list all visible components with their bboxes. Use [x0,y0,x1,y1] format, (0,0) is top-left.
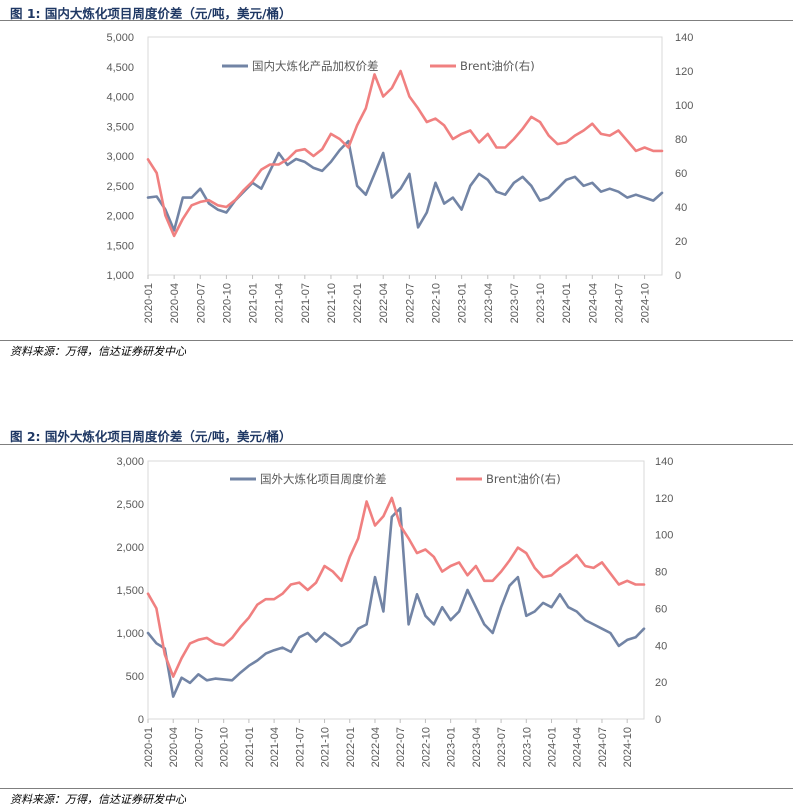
x-tick-label: 2020-10 [219,727,231,767]
x-tick-label: 2023-10 [521,727,533,767]
left-tick-label: 2,000 [106,211,134,223]
left-tick-label: 2,000 [116,542,144,554]
legend-label: Brent油价(右) [486,472,561,486]
right-tick-label: 40 [655,640,667,652]
plot-area [147,36,663,276]
left-tick-label: 0 [138,714,144,726]
chart-2-svg: 0 500 1,000 1,500 2,000 2,500 3,000 0 20 40 60 80 10… [116,456,673,767]
left-tick-label: 1,500 [116,585,144,597]
right-tick-label: 120 [675,66,693,78]
left-tick-label: 4,000 [106,92,134,104]
right-tick-label: 100 [655,530,673,542]
x-tick-label: 2024-07 [597,727,609,767]
series-line-brent [146,496,646,678]
series-line-spread [146,139,664,232]
x-tick-label: 2023-07 [509,283,521,323]
source-rule-2 [0,788,793,789]
x-tick-label: 2023-07 [496,727,508,767]
chart-1-svg: 1,000 1,500 2,000 2,500 3,000 3,500 4,000 4,500… [106,32,693,323]
right-tick-label: 140 [655,456,673,468]
right-tick-label: 40 [675,202,687,214]
x-tick-label: 2021-10 [326,283,338,323]
x-tick-label: 2024-04 [587,283,599,323]
left-tick-label: 3,000 [116,456,144,468]
right-tick-label: 20 [675,236,687,248]
x-tick-label: 2022-07 [404,283,416,323]
chart-2: 0 500 1,000 1,500 2,000 2,500 3,000 0 20 40 60 80 10… [0,446,793,786]
x-tick-label: 2024-04 [572,727,584,767]
legend-label: Brent油价(右) [460,59,535,73]
figure-title-2: 图 2: 国外大炼化项目周度价差（元/吨，美元/桶） [10,429,292,444]
x-tick-label: 2024-01 [561,283,573,323]
x-tick-label: 2022-01 [352,283,364,323]
legend-label: 国内大炼化产品加权价差 [252,59,379,73]
x-tick-label: 2020-10 [221,283,233,323]
right-tick-label: 0 [675,270,681,282]
x-tick-label: 2022-10 [430,283,442,323]
left-tick-label: 4,500 [106,62,134,74]
right-tick-label: 100 [675,100,693,112]
right-tick-label: 20 [655,677,667,689]
x-tick-label: 2021-07 [294,727,306,767]
x-tick-label: 2024-10 [640,283,652,323]
plot-area [147,460,645,720]
right-tick-label: 80 [655,567,667,579]
x-tick-label: 2023-04 [471,727,483,767]
x-tick-label: 2021-10 [320,727,332,767]
x-tick-label: 2024-01 [547,727,559,767]
source-note-2: 资料来源：万得，信达证券研发中心 [10,793,186,806]
x-tick-label: 2023-01 [446,727,458,767]
x-tick-label: 2020-04 [169,283,181,323]
right-tick-label: 140 [675,32,693,44]
x-tick-label: 2023-01 [457,283,469,323]
x-tick-label: 2020-04 [168,727,180,767]
x-tick-label: 2021-04 [269,727,281,767]
figure-title-1: 图 1: 国内大炼化项目周度价差（元/吨，美元/桶） [10,6,292,21]
left-tick-label: 2,500 [106,181,134,193]
x-tick-label: 2022-01 [345,727,357,767]
x-tick-label: 2022-10 [420,727,432,767]
title-rule-1 [0,20,793,21]
x-tick-label: 2021-01 [248,283,260,323]
right-tick-label: 80 [675,134,687,146]
legend-label: 国外大炼化项目周度价差 [260,472,387,486]
x-tick-label: 2020-01 [143,727,155,767]
right-tick-label: 0 [655,714,661,726]
left-tick-label: 3,000 [106,151,134,163]
x-tick-label: 2022-04 [370,727,382,767]
left-tick-label: 500 [126,671,144,683]
right-tick-label: 120 [655,493,673,505]
left-tick-label: 5,000 [106,32,134,44]
left-tick-label: 1,000 [106,270,134,282]
series-line-brent [146,69,664,238]
x-tick-label: 2020-01 [143,283,155,323]
x-tick-label: 2020-07 [195,283,207,323]
right-tick-label: 60 [675,168,687,180]
x-tick-label: 2023-10 [535,283,547,323]
x-tick-label: 2021-01 [244,727,256,767]
x-tick-label: 2024-07 [613,283,625,323]
x-tick-label: 2021-07 [300,283,312,323]
left-tick-label: 1,500 [106,240,134,252]
left-tick-label: 1,000 [116,628,144,640]
chart-1: 1,000 1,500 2,000 2,500 3,000 3,500 4,000 4,500… [0,22,793,340]
source-note-1: 资料来源：万得，信达证券研发中心 [10,345,186,358]
title-rule-2 [0,444,793,445]
x-tick-label: 2023-04 [483,283,495,323]
x-tick-label: 2021-04 [274,283,286,323]
series-line-spread [146,506,646,698]
x-tick-label: 2022-04 [378,283,390,323]
source-rule-1 [0,340,793,341]
x-tick-label: 2022-07 [395,727,407,767]
left-tick-label: 2,500 [116,499,144,511]
x-tick-label: 2024-10 [622,727,634,767]
x-tick-label: 2020-07 [193,727,205,767]
right-tick-label: 60 [655,603,667,615]
left-tick-label: 3,500 [106,121,134,133]
